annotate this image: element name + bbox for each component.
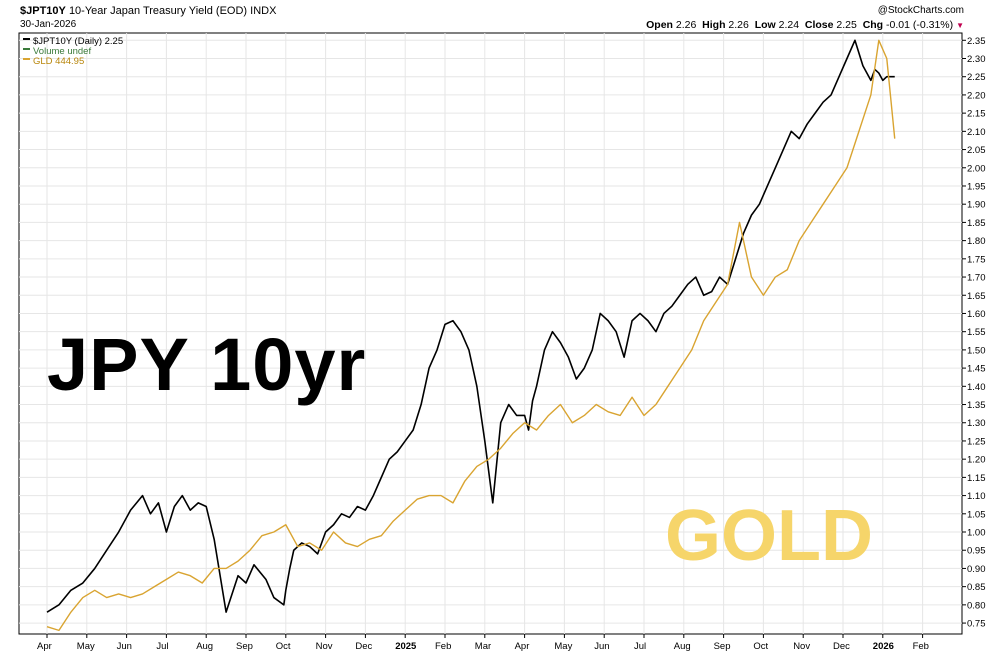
y-tick-label: 1.85 <box>967 218 986 229</box>
y-tick-label: 1.50 <box>967 345 986 356</box>
y-tick-label: 1.25 <box>967 436 986 447</box>
y-tick-label: 2.35 <box>967 36 986 47</box>
close-value: 2.25 <box>836 19 857 31</box>
chart-header: $JPT10Y 10-Year Japan Treasury Yield (EO… <box>0 0 1008 33</box>
instrument-name: 10-Year Japan Treasury Yield (EOD) <box>68 5 248 17</box>
x-tick-label: Nov <box>316 641 333 652</box>
x-tick-label: Sep <box>236 641 253 652</box>
gold-overlay-label: GOLD <box>665 496 873 576</box>
x-tick-label: Dec <box>355 641 372 652</box>
y-tick-label: 1.35 <box>967 400 986 411</box>
ohlc-readout: Open 2.26 High 2.26 Low 2.24 Close 2.25 … <box>646 19 964 31</box>
legend-entry: GLD 444.95 <box>33 56 84 67</box>
y-tick-label: 2.25 <box>967 72 986 83</box>
y-tick-label: 1.00 <box>967 528 986 539</box>
y-tick-label: 2.10 <box>967 127 986 138</box>
chg-label: Chg <box>862 19 884 31</box>
brand-label: @StockCharts.com <box>877 5 964 16</box>
x-tick-label: May <box>554 641 572 652</box>
y-tick-label: 1.05 <box>967 509 986 520</box>
exchange-label: INDX <box>250 5 277 17</box>
y-tick-label: 1.40 <box>967 382 986 393</box>
legend-swatch <box>23 58 30 60</box>
x-tick-label: Feb <box>913 641 929 652</box>
y-tick-label: 1.95 <box>967 181 986 192</box>
x-tick-label: Jul <box>156 641 168 652</box>
y-tick-label: 2.15 <box>967 109 986 120</box>
x-tick-label: Oct <box>276 641 291 652</box>
y-tick-label: 1.70 <box>967 273 986 284</box>
y-tick-label: 1.65 <box>967 291 986 302</box>
y-tick-label: 0.80 <box>967 600 986 611</box>
x-tick-label: Sep <box>714 641 731 652</box>
gld-price-line <box>46 39 896 632</box>
y-tick-label: 0.90 <box>967 564 986 575</box>
x-tick-label: Jun <box>594 641 609 652</box>
y-tick-label: 1.15 <box>967 473 986 484</box>
down-triangle-icon: ▼ <box>956 21 964 30</box>
x-tick-label: May <box>77 641 95 652</box>
y-tick-label: 1.75 <box>967 254 986 265</box>
y-tick-label: 1.20 <box>967 455 986 466</box>
legend-swatch <box>23 48 30 50</box>
low-value: 2.24 <box>778 19 800 31</box>
y-tick-label: 1.55 <box>967 327 986 338</box>
x-tick-label: Nov <box>793 641 810 652</box>
y-tick-label: 2.20 <box>967 90 986 101</box>
legend-entry: $JPT10Y (Daily) 2.25 <box>33 36 123 47</box>
legend-swatch <box>23 38 30 40</box>
x-tick-label: Jul <box>634 641 646 652</box>
x-tick-label: Oct <box>753 641 768 652</box>
symbol-label: $JPT10Y <box>20 5 66 17</box>
high-label: High <box>702 19 726 31</box>
x-tick-label: 2025 <box>395 641 417 652</box>
y-tick-label: 0.95 <box>967 546 986 557</box>
x-tick-label: Aug <box>196 641 213 652</box>
close-label: Close <box>804 19 834 31</box>
x-tick-label: Mar <box>475 641 491 652</box>
y-tick-label: 0.85 <box>967 582 986 593</box>
chart-title: $JPT10Y 10-Year Japan Treasury Yield (EO… <box>20 5 276 17</box>
x-tick-label: Apr <box>37 641 52 652</box>
jpy-overlay-label: JPY 10yr <box>47 323 367 406</box>
chg-value: -0.01 (-0.31%) <box>886 19 954 31</box>
y-tick-label: 1.90 <box>967 200 986 211</box>
low-label: Low <box>754 19 776 31</box>
x-tick-label: Jun <box>117 641 132 652</box>
y-tick-label: 0.75 <box>967 619 986 630</box>
x-tick-label: 2026 <box>873 641 894 652</box>
y-tick-label: 2.00 <box>967 163 986 174</box>
y-tick-label: 1.60 <box>967 309 986 320</box>
chart-date: 30-Jan-2026 <box>20 19 77 30</box>
x-tick-label: Feb <box>435 641 451 652</box>
y-tick-label: 1.80 <box>967 236 986 247</box>
y-tick-label: 2.05 <box>967 145 986 156</box>
y-tick-label: 1.30 <box>967 418 986 429</box>
y-tick-label: 1.10 <box>967 491 986 502</box>
plot-frame <box>18 32 963 635</box>
high-value: 2.26 <box>728 19 749 31</box>
x-tick-label: Apr <box>515 641 530 652</box>
legend-entry: Volume undef <box>33 46 91 57</box>
x-tick-label: Aug <box>674 641 691 652</box>
open-value: 2.26 <box>675 19 697 31</box>
y-tick-label: 1.45 <box>967 364 986 375</box>
open-label: Open <box>646 19 673 31</box>
jpy-yield-line <box>46 39 895 613</box>
x-tick-label: Dec <box>833 641 850 652</box>
y-tick-label: 2.30 <box>967 54 986 65</box>
